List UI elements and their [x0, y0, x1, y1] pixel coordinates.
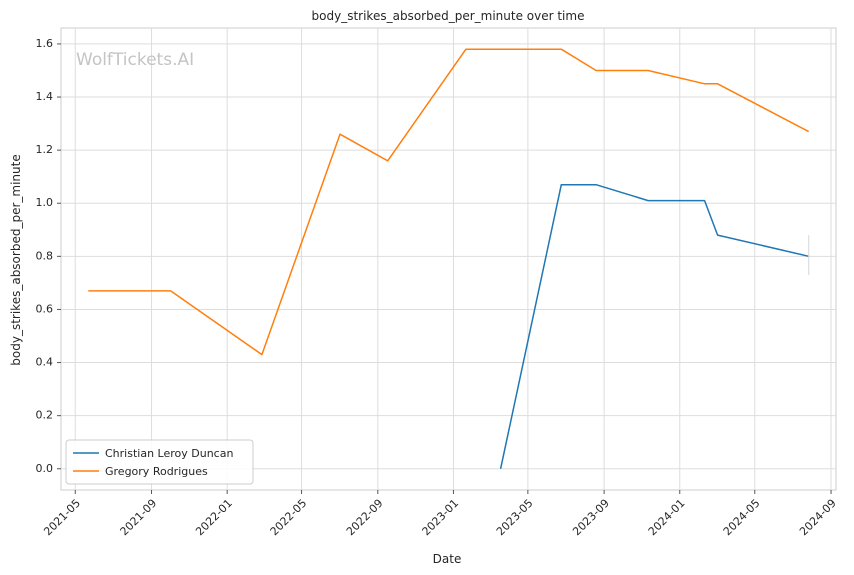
data-point-gregory-rodrigues [703, 83, 705, 85]
y-tick-label: 1.4 [36, 90, 54, 103]
series-group [87, 48, 810, 470]
data-point-gregory-rodrigues [808, 130, 810, 132]
x-tick-label: 2024-01 [646, 497, 688, 539]
legend-label-christian-leroy-duncan: Christian Leroy Duncan [105, 447, 233, 460]
y-tick-label: 0.8 [36, 249, 54, 262]
x-tick-label: 2024-05 [721, 497, 763, 539]
y-axis-label: body_strikes_absorbed_per_minute [9, 154, 23, 365]
data-point-christian-leroy-duncan [595, 183, 597, 185]
y-tick-label: 0.6 [36, 302, 54, 315]
data-point-gregory-rodrigues [716, 83, 718, 85]
data-point-christian-leroy-duncan [499, 468, 501, 470]
series-line-christian-leroy-duncan [499, 183, 809, 469]
data-point-christian-leroy-duncan [716, 234, 718, 236]
data-point-gregory-rodrigues [560, 48, 562, 50]
data-point-christian-leroy-duncan [560, 183, 562, 185]
x-tick-label: 2022-01 [193, 497, 235, 539]
data-point-christian-leroy-duncan [647, 199, 649, 201]
x-tick-label: 2021-05 [41, 497, 83, 539]
x-axis-label: Date [433, 552, 462, 566]
watermark: WolfTickets.AI [76, 50, 194, 70]
x-tick-label: 2022-09 [344, 497, 386, 539]
chart-title: body_strikes_absorbed_per_minute over ti… [312, 9, 585, 23]
legend-label-gregory-rodrigues: Gregory Rodrigues [105, 465, 208, 478]
x-tick-label: 2023-05 [494, 497, 536, 539]
legend: Christian Leroy Duncan Gregory Rodrigues [65, 439, 254, 485]
data-point-gregory-rodrigues [87, 290, 89, 292]
data-point-gregory-rodrigues [170, 290, 172, 292]
legend-box [65, 439, 254, 485]
x-tick-label: 2022-05 [268, 497, 310, 539]
y-tick-label: 1.6 [36, 37, 54, 50]
data-point-gregory-rodrigues [261, 353, 263, 355]
data-point-gregory-rodrigues [339, 133, 341, 135]
y-tick-label: 1.2 [36, 143, 54, 156]
grid [61, 28, 836, 490]
data-point-gregory-rodrigues [465, 48, 467, 50]
x-tick-label: 2021-09 [118, 497, 160, 539]
y-tick-label: 1.0 [36, 196, 54, 209]
y-tick-label: 0.4 [36, 356, 54, 369]
series-line-gregory-rodrigues [88, 48, 810, 356]
plot-background [60, 27, 837, 491]
x-axis-ticks: 2021-05 2021-09 2022-01 2022-05 2022-09 2023-… [41, 490, 839, 539]
data-point-gregory-rodrigues [387, 160, 389, 162]
x-tick-label: 2024-09 [797, 497, 839, 539]
data-point-gregory-rodrigues [595, 69, 597, 71]
x-tick-label: 2023-09 [570, 497, 612, 539]
x-tick-label: 2023-01 [420, 497, 462, 539]
y-axis-ticks: 0.0 0.2 0.4 0.6 0.8 1.0 1.2 1.4 1.6 [36, 37, 61, 475]
data-point-gregory-rodrigues [647, 69, 649, 71]
y-tick-label: 0.2 [36, 409, 54, 422]
y-tick-label: 0.0 [36, 462, 54, 475]
data-point-christian-leroy-duncan [703, 199, 705, 201]
